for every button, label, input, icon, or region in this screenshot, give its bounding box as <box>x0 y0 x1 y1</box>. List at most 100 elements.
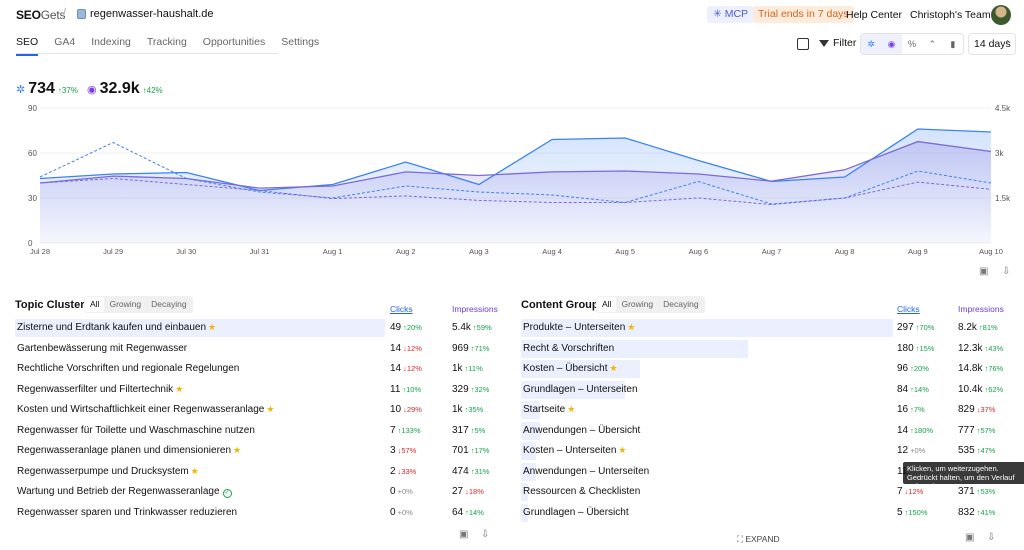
filter-button[interactable]: Filter <box>819 37 856 49</box>
topic_clusters-row-label: Zisterne und Erdtank kaufen und einbauen <box>17 322 207 333</box>
topic_clusters-clicks: 7 ↑133% <box>390 425 421 436</box>
topic_clusters-impressions-value: 969 <box>452 342 469 354</box>
ctr-toggle-icon[interactable]: % <box>908 39 917 49</box>
impressions-area <box>40 141 991 243</box>
content-filter-growing[interactable]: Growing <box>621 299 654 309</box>
mcp-button[interactable]: ✳ MCP <box>707 6 755 23</box>
chevron-updown-icon: ⌃ <box>1004 39 1011 48</box>
team-selector[interactable]: Christoph's Team <box>910 9 991 21</box>
topic_clusters-impressions-change: ↑14% <box>465 507 484 517</box>
expand-button[interactable]: ⛶ EXPAND <box>737 534 780 545</box>
tab-opportunities[interactable]: Opportunities <box>202 36 266 48</box>
impressions-toggle-icon[interactable]: ◉ <box>881 34 902 54</box>
content_groups-row[interactable]: Recht & Vorschriften <box>521 339 893 358</box>
content_groups-row[interactable]: Grundlagen – Unterseiten <box>521 380 893 399</box>
download-icon[interactable]: ⇩ <box>481 529 490 540</box>
content_groups-clicks-change: ↑150% <box>904 507 928 517</box>
topic_clusters-clicks-value: 2 <box>390 465 396 477</box>
topic_clusters-row[interactable]: Kosten und Wirtschaftlichkeit einer Rege… <box>15 401 385 419</box>
avatar[interactable] <box>991 5 1011 25</box>
topic_clusters-row[interactable]: Regenwasser für Toilette und Waschmaschi… <box>15 422 385 440</box>
help-center-link[interactable]: Help Center <box>846 9 903 21</box>
content-filter-all[interactable]: All <box>597 297 617 312</box>
topic_clusters-row[interactable]: Regenwasserpumpe und Drucksystem ★ <box>15 463 385 481</box>
tab-indexing[interactable]: Indexing <box>91 36 131 48</box>
topic_clusters-row-name: Gartenbewässerung mit Regenwasser <box>17 343 187 354</box>
content_groups-row[interactable]: Kosten – Unterseiten ★ <box>521 442 893 460</box>
content_groups-row[interactable]: Ressourcen & Checklisten <box>521 483 893 501</box>
topic_clusters-row[interactable]: Gartenbewässerung mit Regenwasser <box>15 340 385 358</box>
star-icon: ★ <box>208 322 217 332</box>
content_groups-row[interactable]: Produkte – Unterseiten ★ <box>521 319 893 337</box>
note-icon[interactable] <box>797 38 809 50</box>
topic_clusters-row[interactable]: Regenwasserfilter und Filtertechnik ★ <box>15 381 385 399</box>
download-icon[interactable]: ⇩ <box>1002 266 1011 277</box>
image-export-icon[interactable]: ▣ <box>965 532 975 543</box>
topic_clusters-row[interactable]: Regenwasser sparen und Trinkwasser reduz… <box>15 504 385 522</box>
topic-filter-decaying[interactable]: Decaying <box>151 299 187 309</box>
content-impressions-header[interactable]: Impressions <box>958 304 1004 314</box>
content_groups-row[interactable]: Grundlagen – Übersicht <box>521 503 893 522</box>
content_groups-clicks-value: 5 <box>897 506 903 518</box>
topic_clusters-row[interactable]: Zisterne und Erdtank kaufen und einbauen… <box>15 319 385 337</box>
download-icon[interactable]: ⇩ <box>987 532 996 543</box>
content_groups-row[interactable]: Anwendungen – Unterseiten <box>521 462 893 481</box>
topic_clusters-row-name: Regenwasser für Toilette und Waschmaschi… <box>17 425 255 436</box>
topic-filter-all[interactable]: All <box>85 297 105 312</box>
tab-settings[interactable]: Settings <box>281 36 320 48</box>
bar-chart-toggle-icon[interactable]: ▮ <box>950 38 956 49</box>
topic_clusters-row[interactable]: Rechtliche Vorschriften und regionale Re… <box>15 360 385 378</box>
topic_clusters-clicks-value: 49 <box>390 322 402 333</box>
tab-tracking[interactable]: Tracking <box>146 36 187 48</box>
star-icon: ★ <box>233 445 242 455</box>
image-export-icon[interactable]: ▣ <box>459 529 469 540</box>
content_groups-row-label: Kosten – Unterseiten <box>523 445 617 456</box>
topic_clusters-row-name: Wartung und Betrieb der Regenwasseranlag… <box>17 486 232 498</box>
site-selector[interactable]: regenwasser-haushalt.de <box>77 8 214 20</box>
topic-filter-growing[interactable]: Growing <box>109 299 142 309</box>
topic_clusters-clicks-change: ↑10% <box>402 384 422 394</box>
date-range-value: 14 days <box>974 38 1011 50</box>
topic_clusters-row[interactable]: Wartung und Betrieb der Regenwasseranlag… <box>15 483 385 501</box>
topic_clusters-impressions-value: 317 <box>452 424 469 436</box>
content-clicks-header[interactable]: Clicks <box>897 304 920 314</box>
content_groups-row[interactable]: Startseite ★ <box>521 401 893 419</box>
topic-impressions-header[interactable]: Impressions <box>452 304 498 314</box>
topic_clusters-row[interactable]: Regenwasseranlage planen und dimensionie… <box>15 442 385 460</box>
x-tick-label: Jul 28 <box>30 247 50 256</box>
content_groups-row-label: Anwendungen – Unterseiten <box>523 465 650 477</box>
topic_clusters-clicks-change: +0% <box>397 507 413 517</box>
metric-toggle-group: ✲ ◉ % ⌃ ▮ <box>860 33 964 55</box>
content_groups-clicks: 96 ↑20% <box>897 363 929 374</box>
content_groups-clicks: 297 ↑70% <box>897 322 934 333</box>
content_groups-row[interactable]: Anwendungen – Übersicht <box>521 421 893 440</box>
content_groups-impressions-value: 535 <box>958 445 975 456</box>
performance-chart[interactable]: 0 30 60 90 1.5k 3k 4.5k Jul 28 Jul 29 Jul 30 Jul 3… <box>0 98 1024 260</box>
clicks-change: ↑37% <box>57 86 78 95</box>
position-toggle-icon[interactable]: ⌃ <box>928 38 937 49</box>
date-range-select[interactable]: 14 days ⌃ <box>968 33 1016 55</box>
topic_clusters-impressions: 969 ↑71% <box>452 343 489 354</box>
tab-seo[interactable]: SEO <box>16 36 39 56</box>
content-filter-decaying[interactable]: Decaying <box>663 299 699 309</box>
topic_clusters-row-label: Wartung und Betrieb der Regenwasseranlag… <box>17 486 220 497</box>
star-icon: ★ <box>175 383 184 394</box>
topic_clusters-impressions: 64 ↑14% <box>452 507 484 518</box>
topic_clusters-impressions-value: 329 <box>452 383 469 395</box>
funnel-icon <box>819 39 829 47</box>
image-export-icon[interactable]: ▣ <box>979 266 989 277</box>
content_groups-row[interactable]: Kosten – Übersicht ★ <box>521 360 893 378</box>
tab-ga4[interactable]: GA4 <box>54 36 76 48</box>
star-icon: ★ <box>266 404 275 414</box>
topic-clicks-header[interactable]: Clicks <box>390 304 413 314</box>
topic_clusters-clicks: 14 ↓12% <box>390 363 422 374</box>
clicks-toggle-icon[interactable]: ✲ <box>861 34 882 54</box>
topic_clusters-clicks-change: ↑20% <box>403 323 422 332</box>
topic_clusters-clicks-change: +0% <box>397 487 413 496</box>
content_groups-impressions-value: 832 <box>958 506 975 518</box>
y-left-tick-label: 30 <box>28 194 37 203</box>
trial-badge[interactable]: Trial ends in 7 days <box>753 6 854 23</box>
topic_clusters-row-name: Zisterne und Erdtank kaufen und einbauen… <box>17 322 216 333</box>
logo[interactable]: SEOGets <box>16 8 66 22</box>
x-tick-label: Jul 30 <box>176 247 196 256</box>
